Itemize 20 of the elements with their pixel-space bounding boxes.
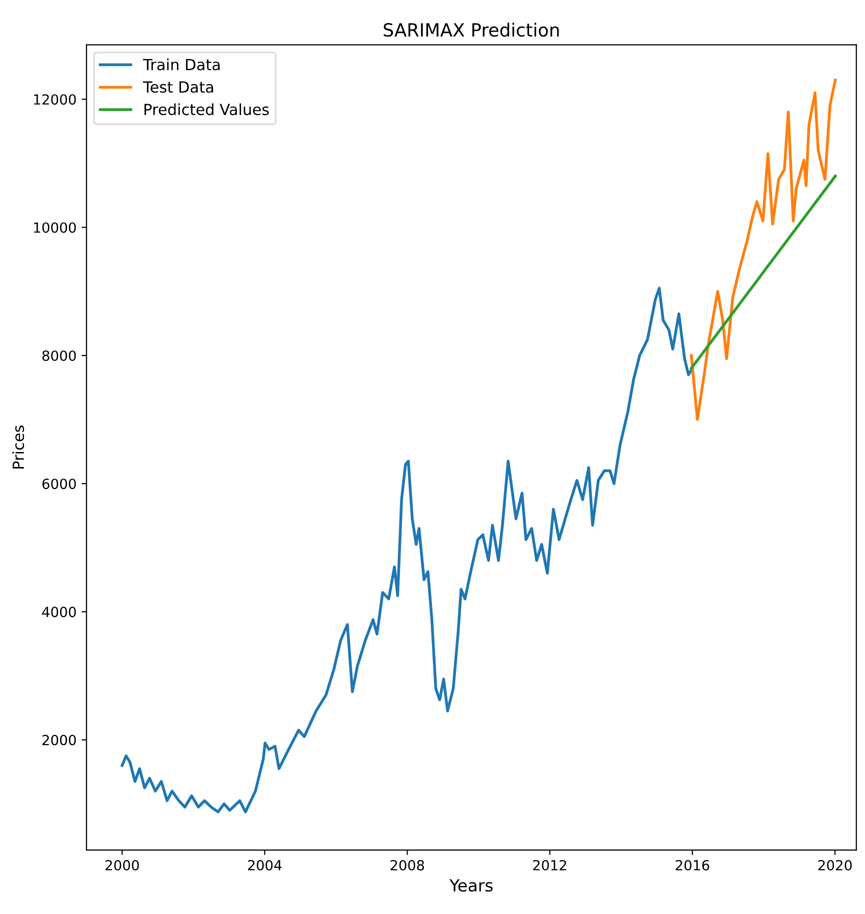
line-series <box>690 78 837 421</box>
y-tick-label: 4000 <box>42 606 76 618</box>
legend-label: Predicted Values <box>144 103 269 116</box>
x-tick-label: 2000 <box>105 860 139 870</box>
x-tick-label: 2016 <box>676 860 710 870</box>
x-axis-title: Years <box>449 879 493 892</box>
x-tick-label: 2020 <box>818 860 852 870</box>
y-tick-label: 10000 <box>34 222 76 233</box>
y-tick-label: 2000 <box>42 734 76 746</box>
legend-label: Test Data <box>142 81 214 93</box>
x-tick-label: 2008 <box>390 860 424 870</box>
x-tick-label: 2012 <box>533 860 566 870</box>
y-tick-label: 8000 <box>42 350 76 361</box>
x-tick-label: 2004 <box>248 860 282 870</box>
legend-label: Train Data <box>142 58 220 70</box>
y-axis-title: Prices <box>12 426 24 469</box>
line-series <box>120 286 694 814</box>
y-tick-label: 12000 <box>34 94 76 105</box>
y-tick-label: 6000 <box>42 478 76 490</box>
chart-title: SARIMAX Prediction <box>384 22 559 37</box>
